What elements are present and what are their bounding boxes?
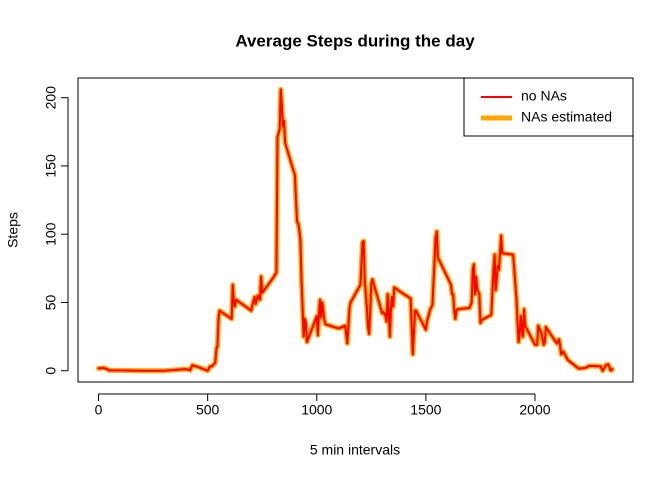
- line-series: [97, 88, 614, 372]
- x-tick-label: 1000: [301, 402, 332, 418]
- chart-title: Average Steps during the day: [235, 31, 475, 50]
- y-tick-label: 0: [43, 367, 59, 375]
- legend-label: no NAs: [521, 88, 567, 104]
- plot-box: [77, 77, 634, 383]
- legend-box: [463, 77, 634, 137]
- x-tick-label: 1500: [410, 402, 441, 418]
- y-tick-label: 100: [43, 222, 59, 246]
- y-tick-label: 150: [43, 154, 59, 178]
- x-tick-label: 0: [95, 402, 103, 418]
- y-tick-label: 200: [43, 86, 59, 110]
- y-axis-label: Steps: [5, 212, 21, 248]
- x-tick-label: 2000: [519, 402, 550, 418]
- x-axis-label: 5 min intervals: [310, 442, 400, 458]
- x-tick-label: 500: [196, 402, 220, 418]
- y-tick-label: 50: [43, 294, 59, 310]
- legend-label: NAs estimated: [521, 109, 612, 125]
